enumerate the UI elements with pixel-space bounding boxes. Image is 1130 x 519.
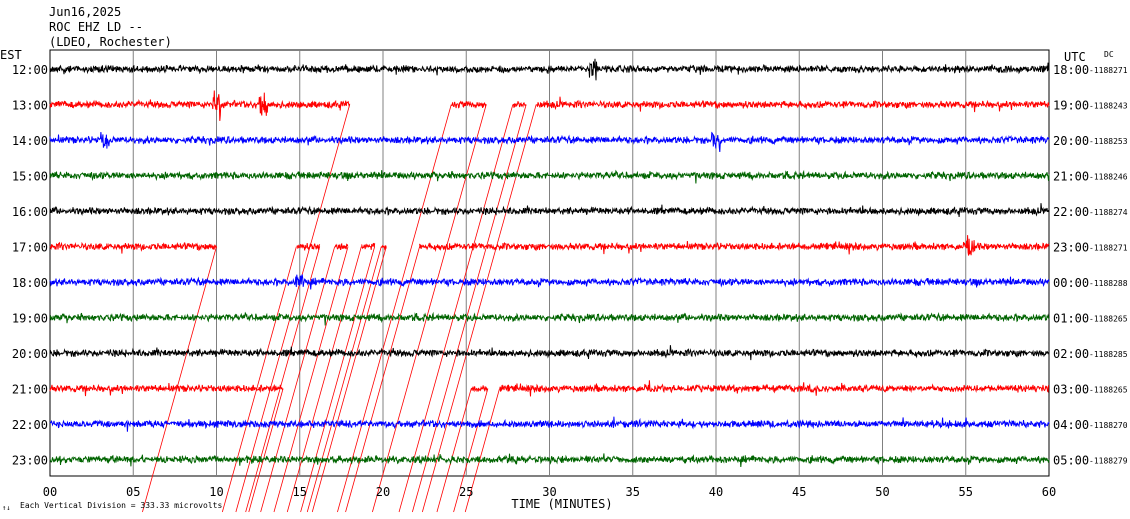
utc-hour-label: 21:00 xyxy=(1053,170,1089,184)
trace-1500 xyxy=(49,169,1050,184)
x-tick-label: 00 xyxy=(43,485,57,499)
gap-connector xyxy=(411,104,527,513)
gap-connector xyxy=(273,246,349,513)
gap-connector xyxy=(345,246,421,513)
dc-label: DC xyxy=(1104,50,1114,59)
est-hour-label: 19:00 xyxy=(12,312,48,326)
x-tick-label: 35 xyxy=(626,485,640,499)
dc-offset-label: -1188271 xyxy=(1089,244,1128,253)
station-code: ROC EHZ LD -- xyxy=(49,20,143,34)
scale-note: Each Vertical Division = 333.33 microvol… xyxy=(20,501,222,510)
seismic-traces xyxy=(49,58,1050,468)
gap-connector xyxy=(142,246,217,513)
x-tick-label: 15 xyxy=(293,485,307,499)
gap-connector xyxy=(221,246,297,513)
est-hour-label: 22:00 xyxy=(12,418,48,432)
gap-connector xyxy=(306,246,382,513)
gap-connector-lines xyxy=(142,104,537,513)
x-tick-label: 40 xyxy=(709,485,723,499)
est-hour-label: 17:00 xyxy=(12,241,48,255)
est-hour-label: 15:00 xyxy=(12,170,48,184)
trace-1300 xyxy=(49,90,1050,121)
gap-connector xyxy=(436,388,472,513)
utc-hour-label: 23:00 xyxy=(1053,241,1089,255)
dc-offset-label: -1188274 xyxy=(1089,208,1128,217)
gap-connector xyxy=(337,104,452,513)
dc-offset-label: -1188265 xyxy=(1089,386,1128,395)
est-hour-label: 16:00 xyxy=(12,205,48,219)
trace-1600 xyxy=(49,203,1050,217)
utc-hour-label: 00:00 xyxy=(1053,276,1089,290)
network-name: (LDEO, Rochester) xyxy=(49,35,172,49)
gap-connector xyxy=(248,388,284,513)
x-tick-label: 30 xyxy=(542,485,556,499)
x-tick-label: 05 xyxy=(126,485,140,499)
est-hour-label: 23:00 xyxy=(12,454,48,468)
gap-connector xyxy=(235,104,351,513)
x-tick-label: 10 xyxy=(209,485,223,499)
utc-hour-label: 04:00 xyxy=(1053,418,1089,432)
utc-hour-label: 02:00 xyxy=(1053,347,1089,361)
x-tick-label: 60 xyxy=(1042,485,1056,499)
est-axis-label: EST xyxy=(0,48,22,62)
gap-connector xyxy=(245,246,321,513)
record-date: Jun16,2025 xyxy=(49,5,122,19)
trace-1400 xyxy=(49,131,1050,153)
trace-2000 xyxy=(49,345,1050,361)
x-tick-label: 20 xyxy=(376,485,390,499)
x-tick-label: 55 xyxy=(959,485,973,499)
trace-1200 xyxy=(49,58,1050,81)
trace-2100 xyxy=(49,380,1050,397)
gap-connector xyxy=(464,388,500,513)
utc-hour-label: 03:00 xyxy=(1053,383,1089,397)
utc-hour-label: 05:00 xyxy=(1053,454,1089,468)
dc-offset-label: -1188265 xyxy=(1089,315,1128,324)
est-hour-label: 21:00 xyxy=(12,383,48,397)
est-hour-label: 12:00 xyxy=(12,63,48,77)
trace-1700 xyxy=(49,235,1050,256)
trace-2200 xyxy=(49,416,1050,432)
gap-connector xyxy=(398,104,514,513)
dc-offset-label: -1188253 xyxy=(1089,137,1128,146)
gap-connector xyxy=(300,246,376,513)
utc-axis-label: UTC xyxy=(1064,50,1086,64)
est-hour-label: 14:00 xyxy=(12,134,48,148)
gap-connector xyxy=(286,246,362,513)
dc-offset-label: -1188271 xyxy=(1089,66,1128,75)
gap-connector xyxy=(372,104,487,513)
dc-offset-label: -1188246 xyxy=(1089,173,1128,182)
est-hour-label: 20:00 xyxy=(12,347,48,361)
est-hour-label: 18:00 xyxy=(12,276,48,290)
x-tick-label: 25 xyxy=(459,485,473,499)
gap-connector xyxy=(421,104,537,513)
dc-offset-label: -1188285 xyxy=(1089,350,1128,359)
trace-2300 xyxy=(49,453,1050,468)
trace-1800 xyxy=(49,274,1050,290)
dc-offset-label: -1188270 xyxy=(1089,421,1128,430)
utc-hour-label: 20:00 xyxy=(1053,134,1089,148)
dc-offset-label: -1188288 xyxy=(1089,279,1128,288)
gap-connector xyxy=(260,246,336,513)
utc-hour-label: 01:00 xyxy=(1053,312,1089,326)
gap-connector xyxy=(311,246,387,513)
est-hour-label: 13:00 xyxy=(12,99,48,113)
trace-1900 xyxy=(49,311,1050,326)
gap-connector xyxy=(453,388,489,513)
utc-hour-label: 19:00 xyxy=(1053,99,1089,113)
corner-mark: ↑↓ xyxy=(2,504,10,512)
x-axis-title: TIME (MINUTES) xyxy=(511,497,612,511)
utc-hour-label: 22:00 xyxy=(1053,205,1089,219)
utc-hour-label: 18:00 xyxy=(1053,63,1089,77)
x-tick-label: 50 xyxy=(875,485,889,499)
dc-offset-label: -1188243 xyxy=(1089,102,1128,111)
minute-gridlines xyxy=(49,49,1050,477)
dc-offset-label: -1188279 xyxy=(1089,457,1128,466)
x-tick-label: 45 xyxy=(792,485,806,499)
